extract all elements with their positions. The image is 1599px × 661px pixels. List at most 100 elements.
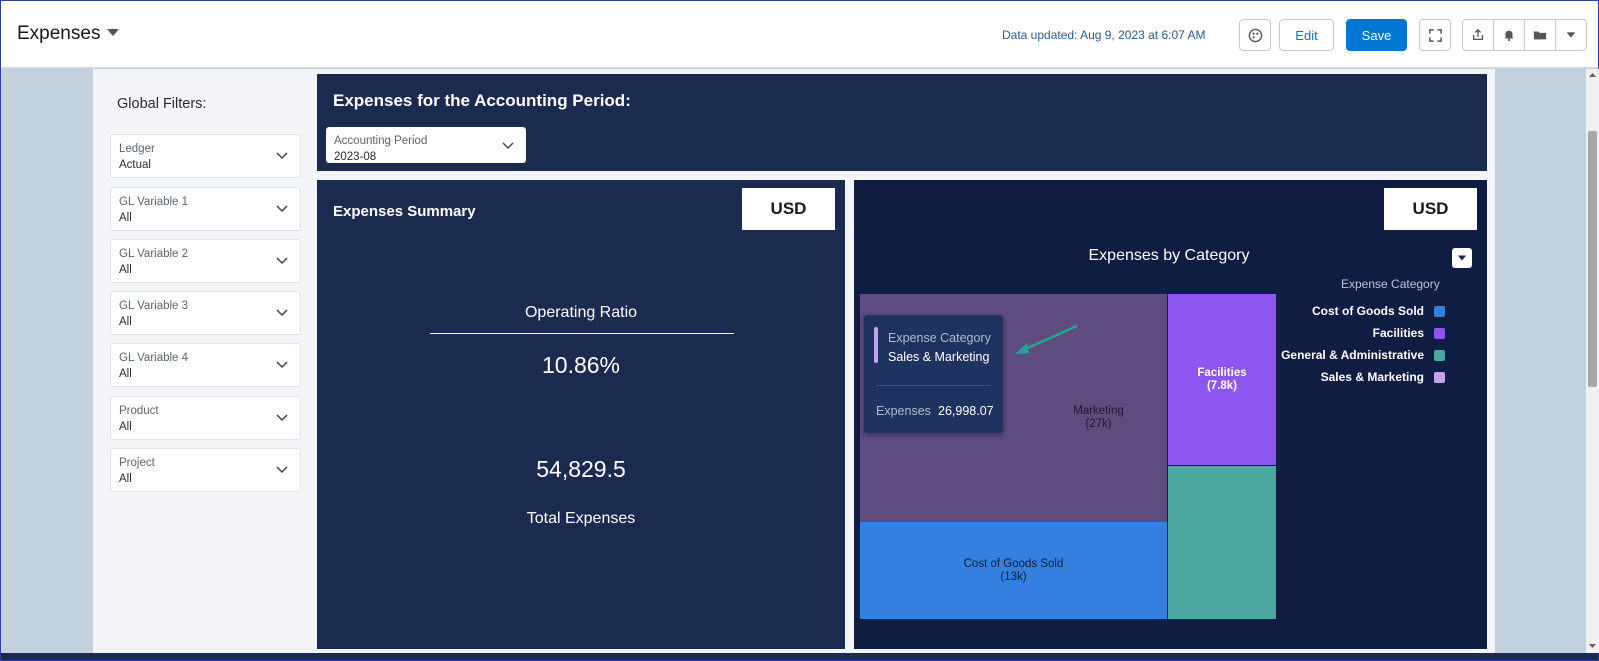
bottom-strip — [1, 653, 1598, 660]
chevron-down-icon — [1457, 255, 1467, 261]
tile-cost-of-goods-sold[interactable]: Cost of Goods Sold (13k) — [860, 522, 1167, 619]
global-filters-title: Global Filters: — [117, 96, 207, 112]
fullscreen-button[interactable] — [1419, 19, 1451, 51]
filter-value: All — [119, 264, 132, 276]
scrollbar-thumb[interactable] — [1588, 131, 1597, 387]
chevron-down-icon — [502, 142, 514, 150]
filter-gl-variable-1[interactable]: GL Variable 1 All — [110, 187, 301, 231]
more-actions-button[interactable] — [1556, 20, 1586, 50]
operating-ratio-value: 10.86% — [541, 352, 620, 378]
scroll-up-icon[interactable] — [1588, 71, 1597, 79]
filter-label: Product — [119, 405, 159, 417]
filter-value: All — [119, 212, 132, 224]
tile-label: Marketing — [1073, 405, 1124, 417]
subscribe-button[interactable] — [1494, 20, 1525, 50]
currency-button[interactable]: USD — [1384, 188, 1477, 230]
legend-item-cost-of-goods-sold[interactable]: Cost of Goods Sold — [1312, 304, 1445, 318]
chart-menu-button[interactable] — [1452, 248, 1472, 268]
tooltip-category-label: Expense Category — [888, 331, 991, 345]
legend-title: Expense Category — [1341, 277, 1440, 291]
chevron-down-icon — [276, 361, 288, 369]
filter-value: All — [119, 368, 132, 380]
chevron-down-icon — [276, 205, 288, 213]
annotation-arrow-icon — [1015, 324, 1078, 354]
filter-ledger[interactable]: Ledger Actual — [110, 134, 301, 178]
tile-value: (13k) — [1000, 570, 1027, 583]
expenses-summary-title: Expenses Summary — [333, 203, 476, 220]
filter-gl-variable-2[interactable]: GL Variable 2 All — [110, 239, 301, 283]
chevron-down-icon — [1566, 32, 1576, 38]
treemap: Marketing (27k) Cost of Goods Sold (13k)… — [860, 294, 1276, 619]
scroll-down-icon[interactable] — [1588, 642, 1597, 650]
legend-item-sales-marketing[interactable]: Sales & Marketing — [1321, 370, 1445, 384]
chevron-down-icon — [276, 152, 288, 160]
legend-swatch — [1434, 327, 1445, 339]
filter-label: GL Variable 1 — [119, 196, 189, 208]
folder-button[interactable] — [1525, 20, 1556, 50]
edit-button[interactable]: Edit — [1279, 19, 1334, 51]
tooltip-color-bar — [874, 327, 878, 363]
tile-facilities[interactable]: Facilities (7.8k) — [1168, 294, 1276, 465]
accounting-period-dropdown[interactable]: Accounting Period 2023-08 — [326, 127, 526, 163]
tooltip-metric-label: Expenses — [876, 404, 931, 418]
chevron-down-icon — [276, 257, 288, 265]
accounting-period-panel: Expenses for the Accounting Period: Acco… — [317, 74, 1487, 171]
expenses-summary-panel: Expenses Summary USD Operating Ratio 10.… — [317, 180, 845, 649]
tooltip-category-value: Sales & Marketing — [888, 350, 990, 364]
dropdown-label: Accounting Period — [334, 135, 428, 147]
filter-value: All — [119, 316, 132, 328]
filter-label: GL Variable 2 — [119, 248, 189, 260]
filter-value: All — [119, 473, 132, 485]
palette-icon — [1248, 28, 1262, 42]
total-expenses-label: Total Expenses — [526, 510, 636, 527]
tile-value: (7.8k) — [1206, 379, 1238, 392]
filter-project[interactable]: Project All — [110, 448, 301, 492]
data-updated-text: Data updated: Aug 9, 2023 at 6:07 AM — [1002, 28, 1206, 42]
top-bar: Expenses Data updated: Aug 9, 2023 at 6:… — [1, 1, 1598, 68]
filter-value: Actual — [119, 159, 151, 171]
chart-title: Expenses by Category — [1088, 247, 1250, 264]
legend-item-general-administrative[interactable]: General & Administrative — [1281, 348, 1445, 362]
total-expenses-value: 54,829.5 — [536, 456, 626, 482]
filter-label: Ledger — [119, 143, 155, 155]
share-icon — [1472, 28, 1484, 41]
filter-label: GL Variable 4 — [119, 352, 189, 364]
chevron-down-icon — [276, 466, 288, 474]
title-dropdown-icon[interactable] — [107, 29, 119, 36]
share-button[interactable] — [1463, 20, 1494, 50]
legend-swatch — [1434, 305, 1445, 317]
filter-label: GL Variable 3 — [119, 300, 189, 312]
filter-gl-variable-3[interactable]: GL Variable 3 All — [110, 291, 301, 335]
theme-button[interactable] — [1239, 19, 1271, 51]
divider — [430, 333, 734, 334]
tooltip-divider — [876, 385, 991, 386]
chevron-down-icon — [276, 414, 288, 422]
filter-value: All — [119, 421, 132, 433]
legend-label: Sales & Marketing — [1320, 370, 1424, 384]
expand-icon — [1428, 28, 1442, 42]
filter-label: Project — [119, 457, 155, 469]
tile-value: (27k) — [1085, 418, 1112, 430]
folder-icon — [1533, 31, 1547, 40]
save-button[interactable]: Save — [1346, 19, 1407, 51]
chevron-down-icon — [276, 309, 288, 317]
accounting-period-title: Expenses for the Accounting Period: — [333, 91, 631, 110]
tooltip-metric-value: 26,998.07 — [938, 404, 994, 418]
page-title: Expenses — [17, 23, 101, 44]
tile-label: Cost of Goods Sold — [963, 557, 1064, 570]
bell-icon — [1504, 30, 1514, 41]
legend-item-facilities[interactable]: Facilities — [1373, 326, 1445, 340]
chart-tooltip: Expense Category Sales & Marketing Expen… — [864, 315, 1003, 433]
dropdown-value: 2023-08 — [334, 151, 377, 163]
filter-gl-variable-4[interactable]: GL Variable 4 All — [110, 343, 301, 387]
legend-swatch — [1434, 371, 1445, 383]
currency-button[interactable]: USD — [742, 188, 835, 230]
legend-label: Cost of Goods Sold — [1312, 304, 1424, 318]
tile-label: Facilities — [1197, 366, 1247, 379]
legend-label: Facilities — [1372, 326, 1424, 340]
legend-label: General & Administrative — [1281, 348, 1424, 362]
action-button-group — [1462, 19, 1587, 51]
legend-swatch — [1434, 349, 1445, 361]
tile-general-administrative[interactable] — [1168, 466, 1276, 619]
filter-product[interactable]: Product All — [110, 396, 301, 440]
